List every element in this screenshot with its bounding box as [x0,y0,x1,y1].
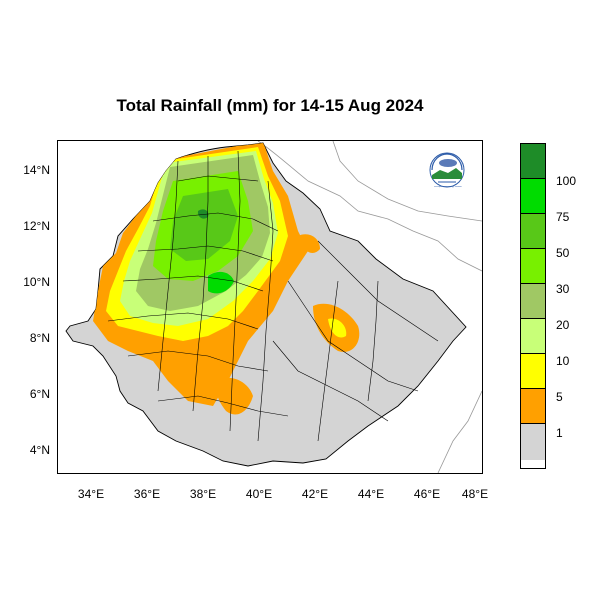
lon-label-38e: 38°E [189,487,217,501]
lon-label-36e: 36°E [133,487,161,501]
lon-label-46e: 46°E [413,487,441,501]
lat-label-4n: 4°N [29,443,50,457]
lat-label-14n: 14°N [23,163,50,177]
legend-label-10: 10 [556,354,570,368]
lat-label-12n: 12°N [23,219,50,233]
rainfall-map [65,141,482,473]
rain-band-100mm-plus [197,209,209,219]
legend-label-50: 50 [556,246,570,260]
neighbor-border [437,390,482,473]
map-title: Total Rainfall (mm) for 14-15 Aug 2024 [116,96,424,115]
map-frame [57,140,483,474]
legend-label-75: 75 [556,210,570,224]
rain-patch-northeast [298,234,320,253]
legend-label-100: 100 [556,174,577,188]
lon-label-34e: 34°E [77,487,105,501]
legend-swatch-30-50 [521,249,545,284]
legend-label-30: 30 [556,282,570,296]
legend-colorbar [520,143,546,469]
lat-label-10n: 10°N [23,275,50,289]
legend-label-1: 1 [556,426,563,440]
legend-label-20: 20 [556,318,570,332]
neighbor-border [257,141,482,272]
lon-label-40e: 40°E [245,487,273,501]
neighbor-border [332,141,482,222]
legend-label-5: 5 [556,390,563,404]
legend-swatch-10-20 [521,319,545,354]
lat-label-8n: 8°N [29,331,50,345]
legend-swatch-100plus [521,144,545,179]
lat-label-6n: 6°N [29,387,50,401]
legend-swatch-below-1 [521,424,545,460]
logo-text: Ethiopian Meteorology Institute [434,186,462,188]
lon-label-42e: 42°E [301,487,329,501]
admin-boundaries [107,150,439,442]
legend-swatch-1-5 [521,389,545,424]
cloud-rain-logo [429,152,465,188]
lon-label-44e: 44°E [357,487,385,501]
legend-swatch-5-10 [521,354,545,389]
legend-swatch-75-100 [521,179,545,214]
rain-patch-south [216,377,253,415]
rainfall-field [93,143,360,415]
lon-label-48e: 48°E [461,487,489,501]
rain-band-75-100mm [208,271,234,294]
rain-band-50-75mm [170,189,238,261]
legend-swatch-50-75 [521,214,545,249]
legend-swatch-20-30 [521,284,545,319]
